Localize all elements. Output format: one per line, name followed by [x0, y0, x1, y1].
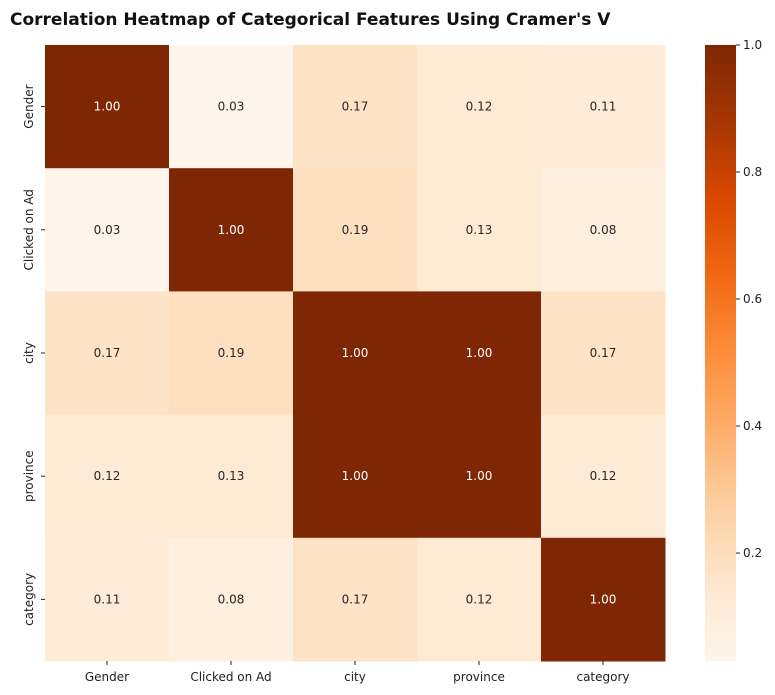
- cell-value-label-4-2: 0.17: [342, 592, 369, 606]
- heatmap-cell-3-4: [541, 414, 666, 539]
- x-tick-label: city: [344, 670, 366, 684]
- heatmap-cell-4-4: [541, 537, 666, 662]
- colorbar-tick-label: 0.6: [743, 292, 762, 306]
- heatmap-cell-0-0: [45, 45, 170, 169]
- cell-value-label-1-1: 1.00: [218, 223, 245, 237]
- y-tick-label: city: [22, 342, 36, 364]
- chart-title: Correlation Heatmap of Categorical Featu…: [10, 10, 611, 30]
- y-tick-label: province: [22, 450, 36, 502]
- x-tick-label: Clicked on Ad: [190, 670, 271, 684]
- cell-value-label-3-2: 1.00: [342, 469, 369, 483]
- cell-value-label-3-1: 0.13: [218, 469, 245, 483]
- heatmap-cell-2-3: [417, 291, 542, 416]
- y-tick-label: Gender: [22, 84, 36, 128]
- cell-value-label-2-1: 0.19: [218, 346, 245, 360]
- cell-value-label-3-3: 1.00: [466, 469, 493, 483]
- x-tick-labels: Gender Clicked on Ad city province category: [85, 661, 630, 684]
- cell-value-label-0-0: 1.00: [94, 100, 121, 114]
- cell-value-label-4-3: 0.12: [466, 592, 493, 606]
- cell-value-label-4-0: 0.11: [94, 592, 121, 606]
- heatmap-cell-1-3: [417, 168, 542, 292]
- heatmap-cells: 1.00 0.03 0.17 0.12 0.11 0.03 1.00 0.19 0.13 0.08…: [45, 45, 666, 662]
- x-tick-label: category: [576, 670, 629, 684]
- cell-value-label-0-2: 0.17: [342, 100, 369, 114]
- heatmap-cell-0-3: [417, 45, 542, 169]
- cell-value-label-1-2: 0.19: [342, 223, 369, 237]
- heatmap-cell-1-1: [169, 168, 294, 292]
- cell-value-label-0-4: 0.11: [590, 100, 617, 114]
- cell-value-label-2-3: 1.00: [466, 346, 493, 360]
- heatmap-cell-0-1: [169, 45, 294, 169]
- heatmap-cell-4-1: [169, 537, 294, 662]
- heatmap-cell-4-3: [417, 537, 542, 662]
- heatmap-cell-3-0: [45, 414, 170, 539]
- heatmap-cell-0-2: [293, 45, 418, 169]
- cell-value-label-1-3: 0.13: [466, 223, 493, 237]
- y-tick-labels: Gender Clicked on Ad city province category: [22, 84, 45, 626]
- heatmap-cell-2-0: [45, 291, 170, 416]
- cell-value-label-2-2: 1.00: [342, 346, 369, 360]
- colorbar: [705, 45, 736, 661]
- heatmap-cell-4-0: [45, 537, 170, 662]
- heatmap-cell-2-1: [169, 291, 294, 416]
- heatmap-cell-1-0: [45, 168, 170, 292]
- cell-value-label-2-4: 0.17: [590, 346, 617, 360]
- heatmap-cell-0-4: [541, 45, 666, 169]
- cell-value-label-3-0: 0.12: [94, 469, 121, 483]
- colorbar-tick-label: 0.4: [743, 419, 762, 433]
- cell-value-label-0-1: 0.03: [218, 100, 245, 114]
- heatmap-cell-4-2: [293, 537, 418, 662]
- heatmap-cell-3-3: [417, 414, 542, 539]
- cell-value-label-2-0: 0.17: [94, 346, 121, 360]
- cell-value-label-1-0: 0.03: [94, 223, 121, 237]
- heatmap-cell-2-4: [541, 291, 666, 416]
- heatmap-cell-3-1: [169, 414, 294, 539]
- cell-value-label-1-4: 0.08: [590, 223, 617, 237]
- y-tick-label: category: [22, 573, 36, 626]
- heatmap-cell-1-4: [541, 168, 666, 292]
- colorbar-tick-label: 0.8: [743, 165, 762, 179]
- heatmap-cell-2-2: [293, 291, 418, 416]
- heatmap-cell-3-2: [293, 414, 418, 539]
- cell-value-label-0-3: 0.12: [466, 100, 493, 114]
- cell-value-label-4-4: 1.00: [590, 592, 617, 606]
- colorbar-ticks: 0.2 0.4 0.6 0.8 1.0: [736, 38, 762, 560]
- cell-value-label-4-1: 0.08: [218, 592, 245, 606]
- colorbar-tick-label: 0.2: [743, 546, 762, 560]
- y-tick-label: Clicked on Ad: [22, 189, 36, 270]
- x-tick-label: Gender: [85, 670, 129, 684]
- cell-value-label-3-4: 0.12: [590, 469, 617, 483]
- x-tick-label: province: [453, 670, 505, 684]
- heatmap-cell-1-2: [293, 168, 418, 292]
- colorbar-tick-label: 1.0: [743, 38, 762, 52]
